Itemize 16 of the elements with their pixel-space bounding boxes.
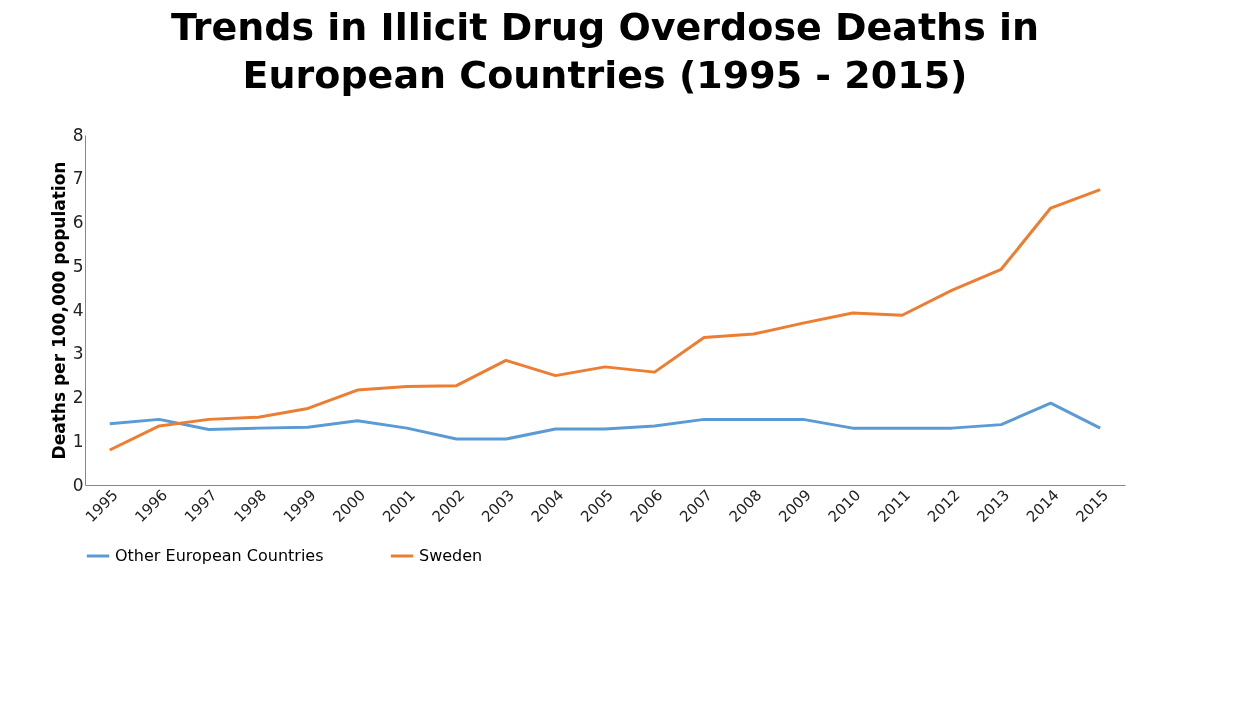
y-tick-label: 4 — [72, 299, 84, 320]
legend-label: Sweden — [419, 546, 483, 565]
y-tick-label: 1 — [72, 430, 84, 451]
legend-label: Other European Countries — [115, 546, 324, 565]
y-tick-label: 6 — [72, 212, 84, 232]
y-tick-label: 8 — [72, 124, 84, 145]
line-series — [108, 188, 1102, 452]
y-axis-title: Deaths per 100,000 population — [48, 161, 69, 460]
line-series — [108, 401, 1102, 441]
text: Trends in Illicit Drug Overdose Deaths in — [170, 5, 1040, 49]
text: European Countries (1995 - 2015) — [242, 53, 968, 97]
y-tick-label: 0 — [72, 474, 84, 495]
y-tick-label: 5 — [72, 255, 84, 276]
y-tick-label: 7 — [72, 168, 84, 189]
y-tick-label: 2 — [72, 387, 84, 407]
y-tick-label: 3 — [72, 343, 84, 364]
